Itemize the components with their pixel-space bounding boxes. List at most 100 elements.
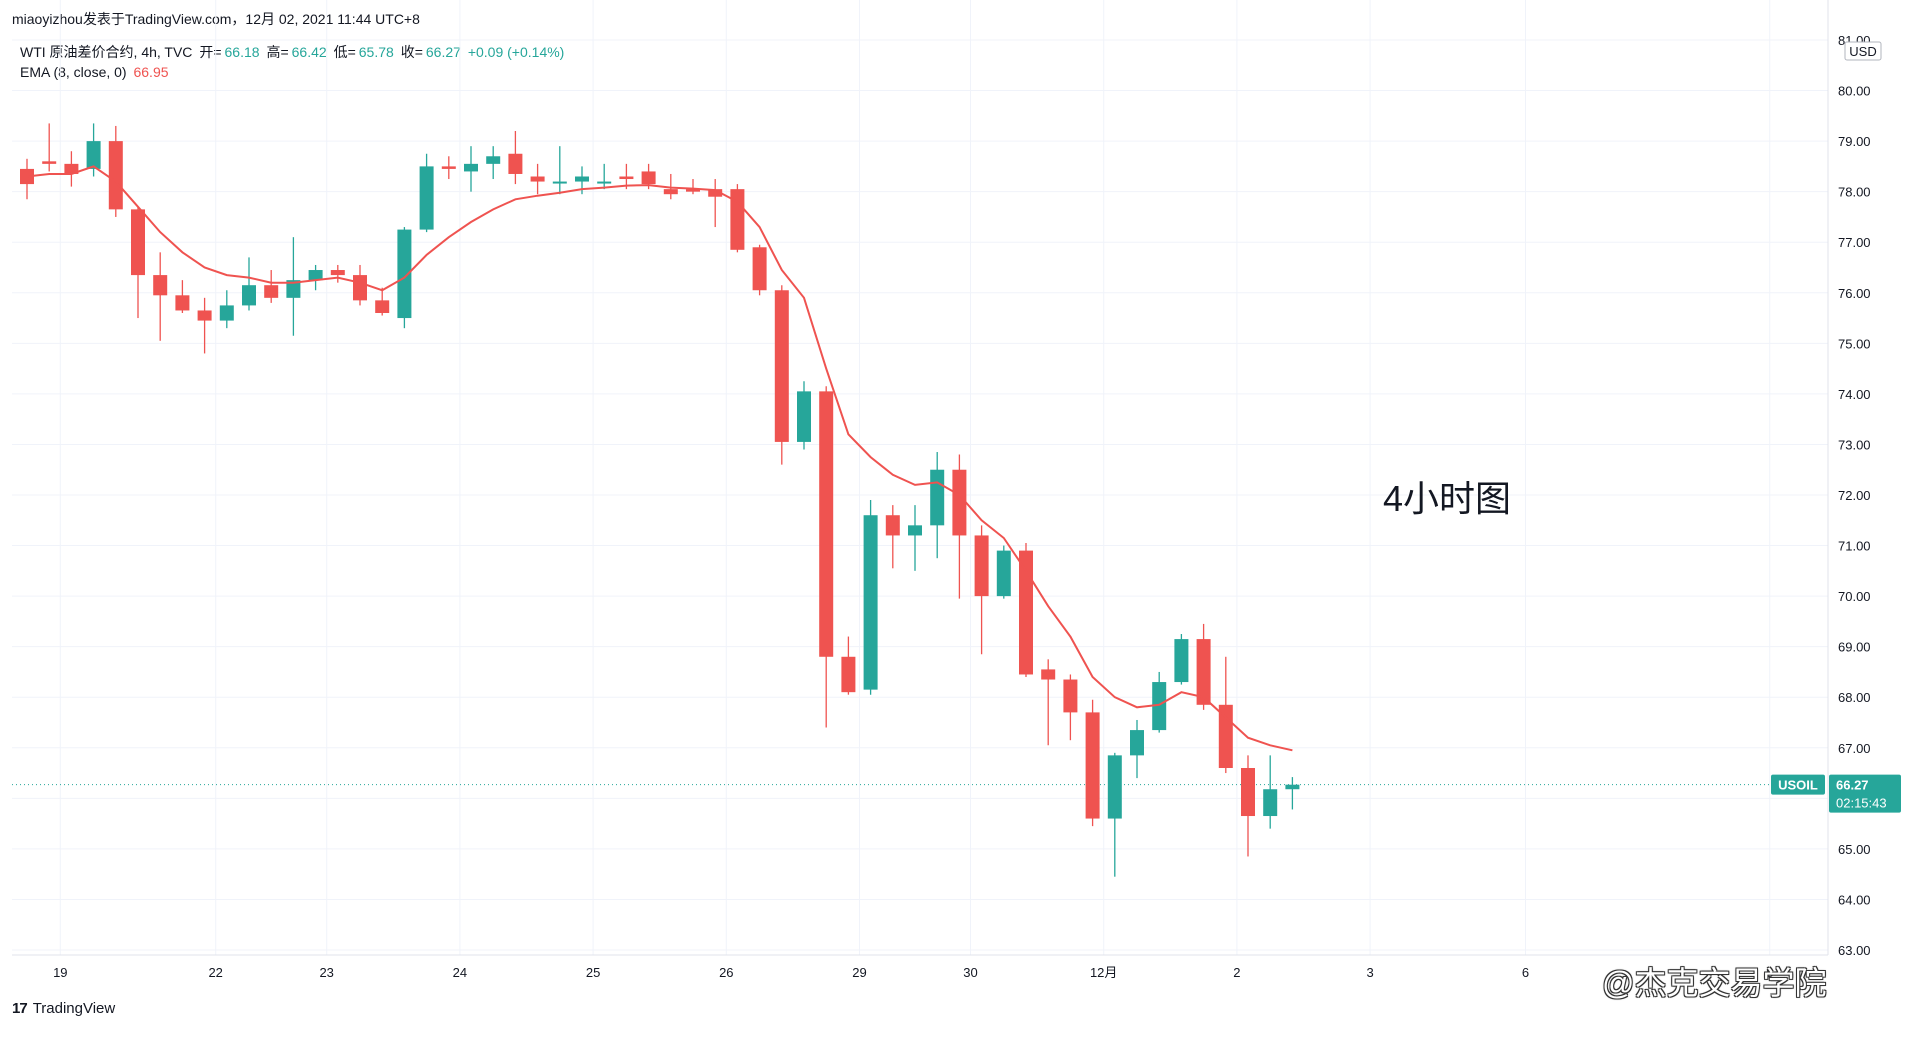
candle[interactable]: [308, 264, 323, 291]
candle[interactable]: [1041, 659, 1056, 746]
symbol-tag: USOIL: [1778, 778, 1818, 793]
candle[interactable]: [885, 505, 900, 569]
candle-body: [974, 535, 989, 597]
candle[interactable]: [597, 163, 612, 190]
tradingview-logo[interactable]: 17 TradingView: [12, 1000, 115, 1017]
candle[interactable]: [708, 179, 723, 228]
candle-body: [641, 171, 656, 185]
candle-body: [486, 156, 501, 164]
candle-body: [797, 391, 811, 442]
price-axis[interactable]: 81.0080.0079.0078.0077.0076.0075.0074.00…: [1838, 33, 1871, 958]
candle-body: [752, 247, 767, 291]
time-tick-label: 2: [1233, 965, 1240, 980]
candle[interactable]: [464, 146, 478, 192]
candle[interactable]: [774, 285, 789, 465]
candle[interactable]: [996, 545, 1011, 599]
candle[interactable]: [730, 184, 745, 253]
candle-body: [353, 275, 367, 301]
candle-body: [286, 280, 301, 298]
candle[interactable]: [841, 636, 856, 695]
candle[interactable]: [375, 287, 390, 316]
currency-badge[interactable]: USD: [1844, 41, 1882, 61]
candle[interactable]: [419, 153, 434, 233]
candle[interactable]: [552, 146, 567, 195]
price-tick-label: 78.00: [1838, 185, 1871, 200]
candle[interactable]: [1063, 674, 1078, 741]
symbol-label[interactable]: WTI 原油差价合约, 4h, TVC: [20, 44, 193, 60]
candle[interactable]: [1241, 755, 1255, 857]
candle-body: [397, 229, 412, 319]
change-value: +0.09 (+0.14%): [467, 44, 565, 60]
candle[interactable]: [819, 386, 834, 728]
time-tick-label: 19: [53, 965, 67, 980]
grid-lines: [12, 0, 1828, 955]
candle[interactable]: [153, 252, 168, 341]
candle[interactable]: [797, 381, 811, 450]
candle-body: [375, 300, 390, 313]
candle-body: [996, 550, 1011, 597]
candle-body: [530, 176, 545, 182]
candle[interactable]: [1196, 623, 1211, 710]
candle[interactable]: [108, 125, 123, 217]
candle[interactable]: [686, 179, 700, 195]
candle[interactable]: [1263, 755, 1278, 829]
candle[interactable]: [64, 151, 79, 187]
time-axis[interactable]: 19 22 23 24 25 26 29 30 12月 2 3 6 8: [53, 965, 1773, 980]
high-value: 66.42: [291, 44, 327, 60]
close-label: 收=: [400, 44, 423, 60]
candle-body: [86, 141, 101, 169]
candle[interactable]: [1285, 777, 1300, 810]
candle[interactable]: [486, 146, 501, 180]
candle[interactable]: [508, 131, 523, 185]
time-tick-label: 26: [719, 965, 733, 980]
candle[interactable]: [952, 454, 967, 599]
candle-body: [1285, 784, 1300, 790]
price-tick-label: 80.00: [1838, 84, 1871, 99]
low-label: 低=: [333, 44, 356, 60]
ema-value: 66.95: [133, 64, 169, 80]
ema-line[interactable]: [26, 165, 1293, 752]
candle[interactable]: [908, 505, 922, 571]
candle[interactable]: [1019, 543, 1033, 677]
candle[interactable]: [264, 270, 279, 303]
price-tick-label: 68.00: [1838, 690, 1871, 705]
candle[interactable]: [197, 297, 212, 354]
candle[interactable]: [1130, 719, 1144, 779]
candle[interactable]: [86, 123, 101, 177]
candle[interactable]: [974, 525, 989, 655]
ema-label[interactable]: EMA (8, close, 0): [20, 64, 127, 80]
bar-countdown: 02:15:43: [1836, 796, 1887, 811]
candle-body: [441, 166, 456, 169]
candle-body: [508, 153, 523, 174]
candle[interactable]: [863, 500, 878, 695]
candle[interactable]: [930, 452, 945, 559]
candle-body: [1196, 639, 1211, 705]
candle-body: [1041, 669, 1056, 680]
candle[interactable]: [42, 123, 57, 172]
candle[interactable]: [131, 206, 145, 319]
candle[interactable]: [175, 280, 190, 313]
candle[interactable]: [1174, 634, 1189, 685]
candle[interactable]: [1218, 656, 1233, 774]
candle[interactable]: [1152, 671, 1167, 733]
candle[interactable]: [441, 156, 456, 180]
candles: [20, 123, 1300, 877]
currency-label: USD: [1849, 44, 1876, 59]
candle[interactable]: [219, 290, 234, 329]
candle[interactable]: [242, 257, 256, 311]
candle[interactable]: [530, 163, 545, 195]
symbol-tag-bg: [1771, 774, 1825, 795]
price-tick-label: 67.00: [1838, 741, 1871, 756]
candle[interactable]: [20, 158, 34, 200]
price-tick-label: 71.00: [1838, 539, 1871, 554]
candle-body: [219, 305, 234, 321]
candle-body: [1152, 682, 1167, 731]
candle[interactable]: [752, 244, 767, 296]
candle[interactable]: [1107, 752, 1122, 877]
candle[interactable]: [330, 264, 345, 283]
candle[interactable]: [286, 237, 301, 336]
candle[interactable]: [1085, 699, 1100, 827]
tradingview-logo-text: TradingView: [32, 1000, 116, 1017]
candle-body: [1174, 639, 1189, 683]
